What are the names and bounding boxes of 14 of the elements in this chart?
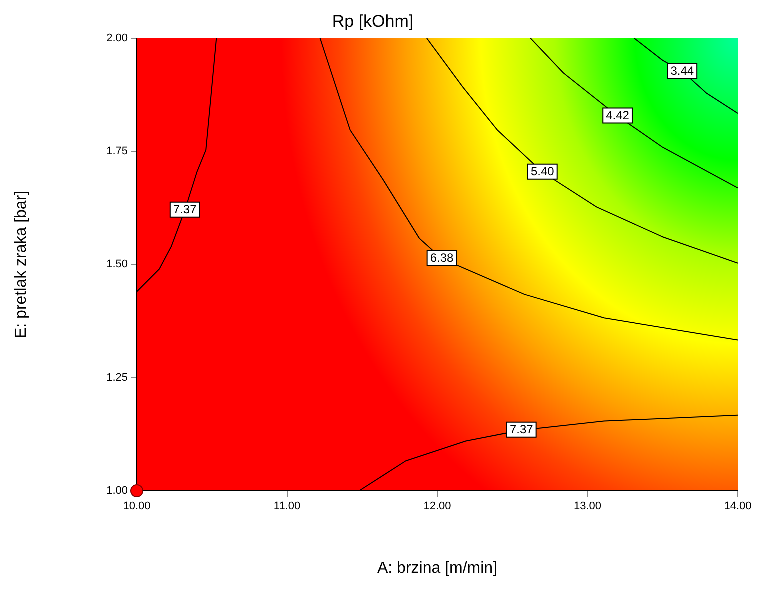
y-tick-label: 1.50 (106, 258, 128, 271)
y-tick-label: 1.75 (106, 146, 128, 158)
x-tick-label: 13.00 (574, 500, 602, 513)
x-axis-title: A: brzina [m/min] (377, 560, 498, 577)
y-tick-label: 2.00 (106, 32, 128, 44)
y-tick-label: 1.00 (106, 485, 128, 498)
chart-title: Rp [kOhm] (332, 12, 414, 31)
y-tick-label: 1.25 (106, 372, 128, 384)
y-axis-title: E: pretlak zraka [bar] (13, 190, 30, 339)
x-tick-label: 10.00 (123, 500, 151, 513)
x-tick-label: 14.00 (724, 500, 752, 513)
x-tick-label: 11.00 (274, 500, 301, 513)
x-tick-label: 12.00 (424, 500, 452, 513)
point (130, 484, 144, 498)
